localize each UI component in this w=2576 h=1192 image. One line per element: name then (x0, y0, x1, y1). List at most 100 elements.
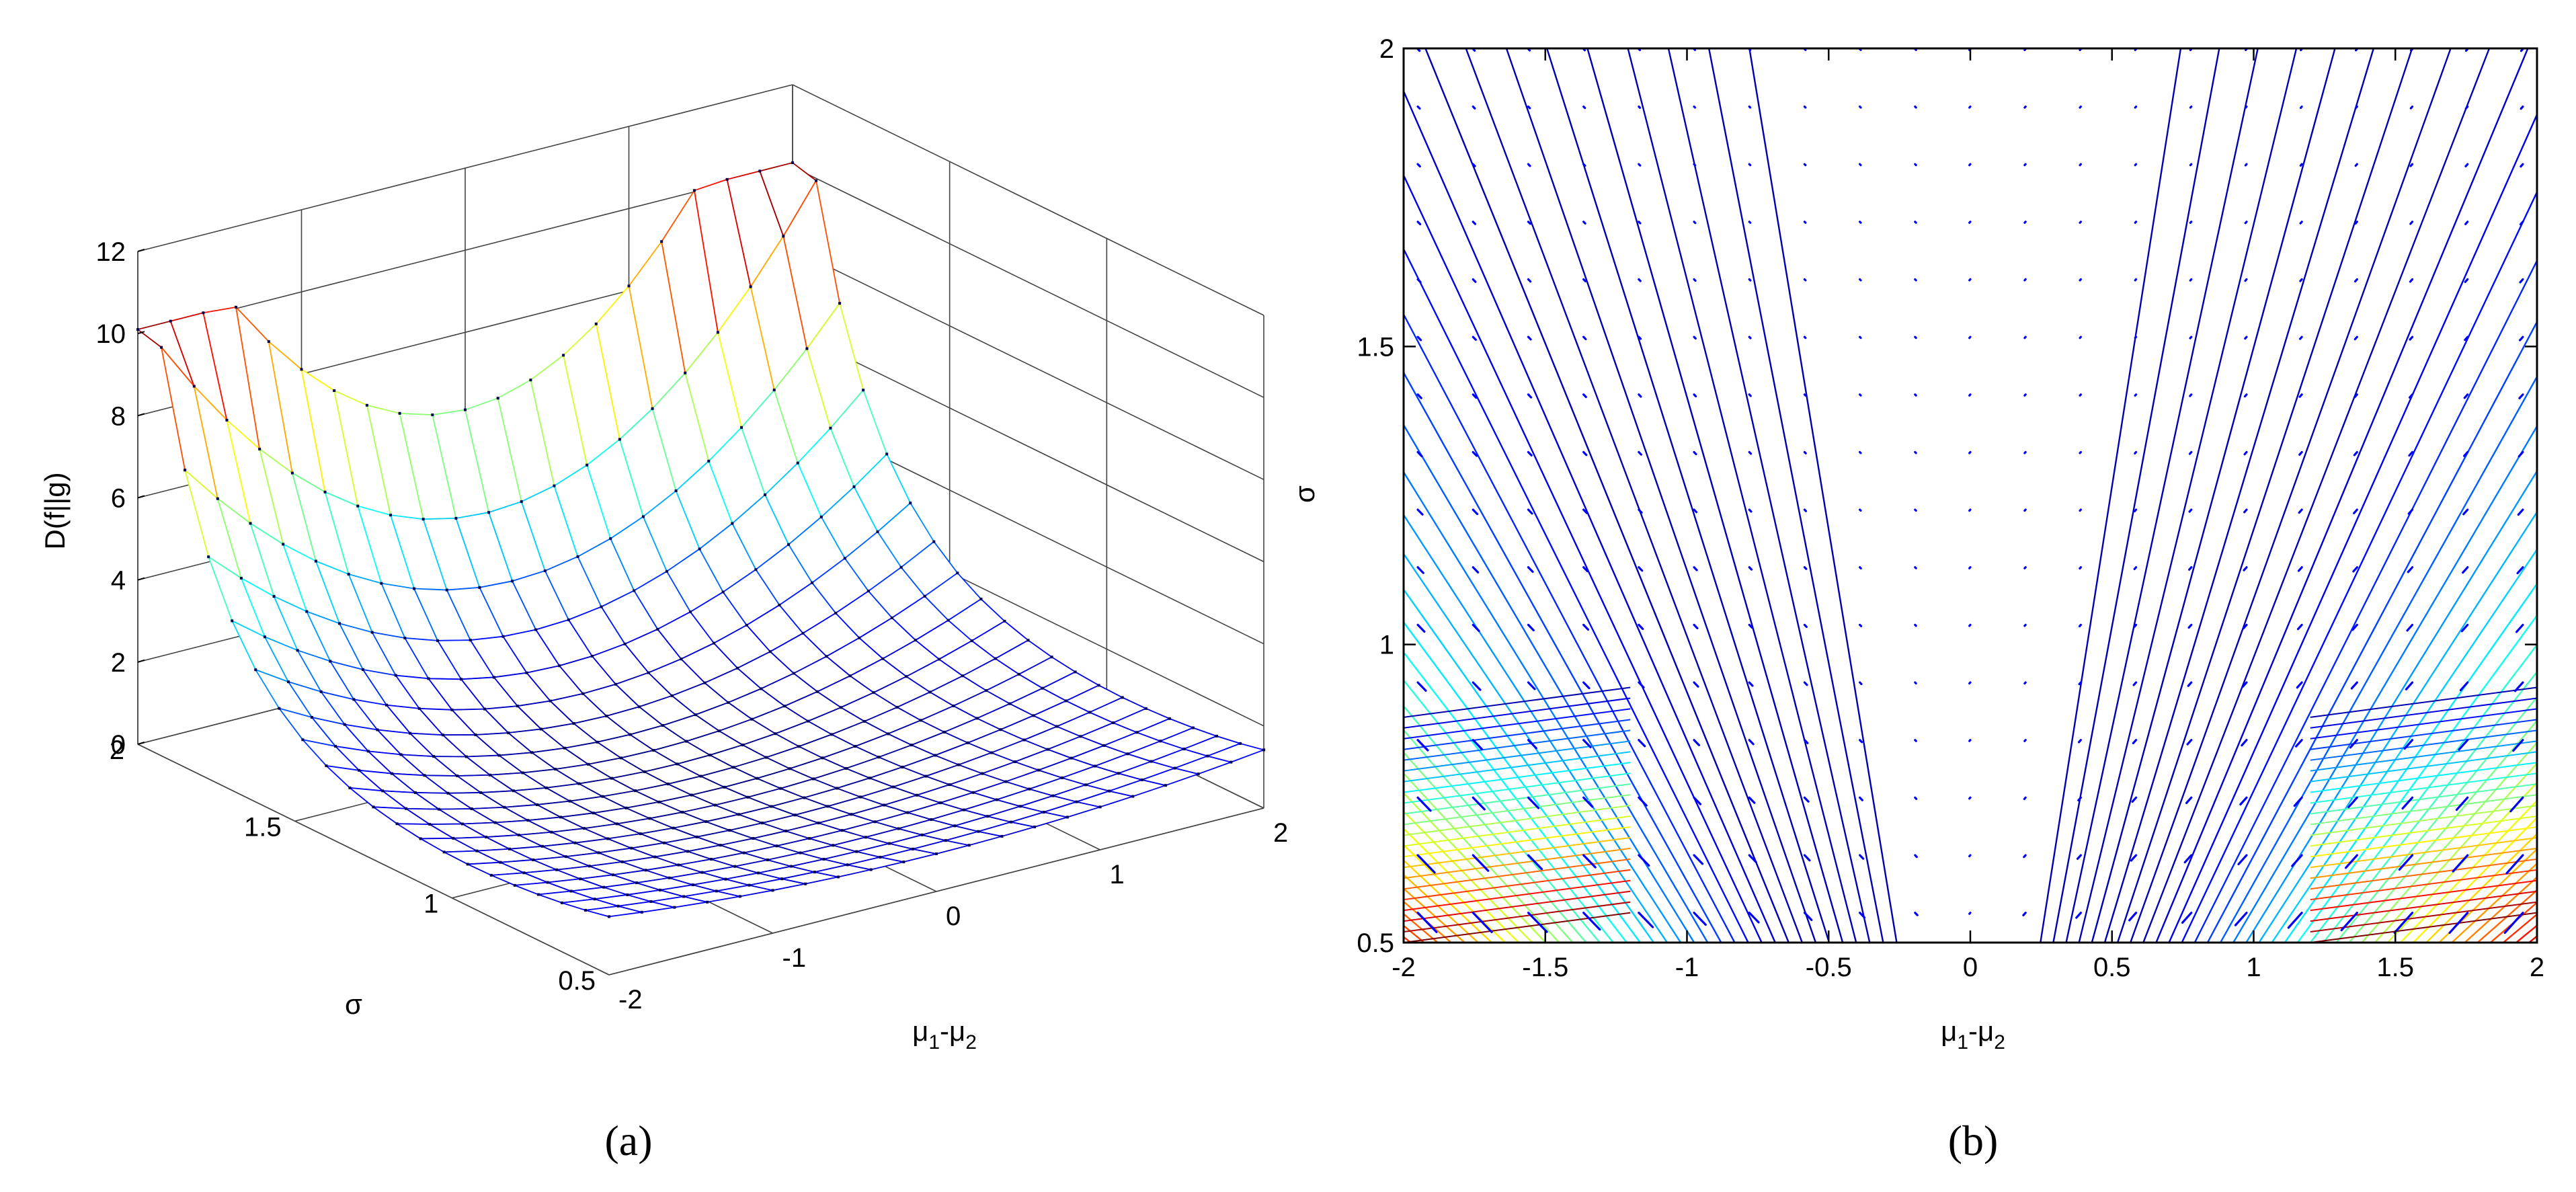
quiver-arrow (1914, 912, 1919, 916)
surface-node (503, 805, 506, 809)
surface-node (883, 803, 886, 807)
surface-node (325, 764, 328, 768)
quiver-arrow (2519, 221, 2524, 226)
surface-node (784, 830, 788, 833)
contour-line (1404, 247, 1749, 943)
surface-node (710, 857, 713, 861)
surface-node (766, 859, 769, 862)
surface-node (770, 805, 773, 808)
contour-line (2103, 48, 2374, 943)
surface-node (768, 650, 772, 653)
surface-node (1262, 748, 1265, 752)
surface-node (497, 754, 501, 757)
surface-node (487, 511, 491, 514)
quiver-arrow (2133, 508, 2138, 512)
quiver-arrow (2079, 221, 2082, 224)
contour-line (2296, 614, 2537, 943)
quiver-arrow (2239, 796, 2248, 806)
surface-node (614, 682, 617, 686)
surface-node (778, 603, 781, 606)
quiver-arrow (2520, 163, 2524, 168)
quiver-arrow (2459, 681, 2469, 692)
quiver-arrow (2128, 912, 2138, 922)
surface-node (290, 471, 294, 475)
contour-line (1404, 912, 1631, 943)
surface-node (890, 616, 893, 619)
surface-node (545, 786, 548, 789)
contour-line (2258, 510, 2537, 943)
quiver-arrow (1527, 163, 1531, 167)
surface-node (496, 397, 499, 400)
surface-node (1126, 752, 1129, 756)
surface-node (986, 815, 989, 818)
surface-node (942, 730, 946, 733)
contour-line (1465, 48, 1804, 943)
contour-line (2310, 794, 2537, 826)
contour-line (1505, 48, 1817, 943)
surface-node (352, 698, 356, 701)
surface-node (278, 707, 281, 710)
quiver-arrow (2515, 623, 2524, 633)
surface-node (483, 707, 487, 711)
y-tick-label: 1.5 (1357, 332, 1394, 362)
surface-node (534, 628, 538, 631)
surface-node (441, 733, 444, 737)
surface-node (928, 690, 932, 694)
surface-node (867, 590, 870, 593)
contour-line (1404, 173, 1763, 943)
z-tick-label: 6 (111, 484, 126, 514)
quiver-arrow (2075, 912, 2082, 919)
surface-node (539, 727, 542, 731)
quiver-arrow (1527, 566, 1534, 573)
surface-node (789, 865, 793, 868)
quiver-arrow (2520, 105, 2524, 110)
x-tick-label: -1 (1675, 953, 1699, 982)
contour-line (1546, 48, 1830, 943)
surface-node (844, 766, 848, 770)
surface-node (680, 658, 683, 661)
surface-node (333, 389, 336, 392)
surface-node (792, 672, 795, 675)
quiver-arrow (2187, 623, 2193, 629)
surface-node (956, 571, 959, 575)
surface-node (296, 649, 299, 652)
surface-node (1041, 686, 1044, 690)
surface-node (771, 889, 774, 892)
quiver-arrow (1638, 450, 1643, 456)
surface-node (727, 701, 730, 704)
surface-node (625, 806, 628, 809)
quiver-arrow (1638, 163, 1642, 167)
contour-line (1627, 48, 1857, 943)
surface-node (475, 849, 479, 852)
surface-node (932, 540, 936, 543)
quiver-arrow (2296, 623, 2303, 631)
surface-node (1075, 800, 1078, 803)
surface-node (694, 713, 697, 717)
surface-node (343, 723, 346, 726)
surface-node (1074, 670, 1077, 674)
surface-node (301, 738, 305, 742)
surface-node (546, 881, 549, 884)
contour-line (1404, 678, 1614, 943)
quiver-arrow (1914, 681, 1917, 685)
quiver-arrow (2505, 854, 2524, 875)
surface-node (507, 731, 510, 735)
surface-node (934, 754, 937, 757)
surface-node (990, 751, 993, 754)
contour-line (1748, 48, 1898, 943)
surface-node (629, 733, 632, 736)
surface-node (935, 852, 938, 855)
quiver-arrow (1472, 739, 1484, 751)
quiver-arrow (1914, 566, 1917, 569)
contour-line (2348, 719, 2537, 943)
quiver-arrow (1472, 163, 1476, 167)
contour-line (2374, 762, 2537, 943)
quiver-arrow (2291, 854, 2303, 867)
surface-node (977, 830, 980, 833)
surface-node (437, 807, 440, 811)
surface-node (885, 452, 889, 456)
surface-node (995, 798, 998, 801)
quiver-arrow (2134, 393, 2138, 397)
quiver-arrow (1416, 163, 1421, 168)
